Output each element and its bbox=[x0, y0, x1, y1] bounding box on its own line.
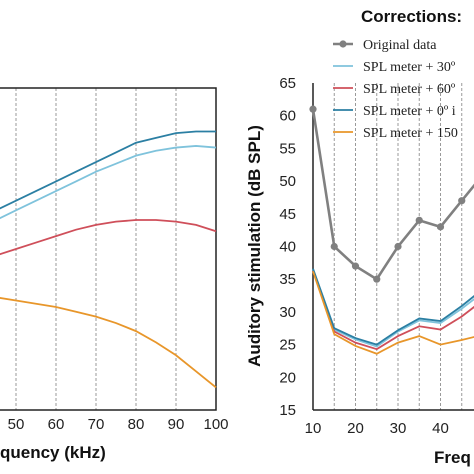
right-series-line bbox=[312, 269, 474, 348]
left-series-line bbox=[0, 297, 217, 389]
left-series-line bbox=[0, 145, 217, 220]
right-series-line bbox=[312, 270, 474, 351]
left-x-tick-label: 100 bbox=[203, 416, 228, 433]
right-y-tick-label: 15 bbox=[279, 402, 296, 419]
right-series-line bbox=[312, 268, 474, 346]
right-x-tick-label: 10 bbox=[305, 420, 322, 437]
right-data-point bbox=[309, 105, 317, 113]
right-data-point bbox=[458, 197, 466, 205]
left-x-axis-label: quency (kHz) bbox=[0, 443, 106, 462]
right-x-axis-label: Freq bbox=[434, 448, 471, 467]
right-y-tick-label: 50 bbox=[279, 173, 296, 190]
left-x-tick-label: 90 bbox=[168, 416, 185, 433]
left-chart: 405060708090100 quency (kHz) bbox=[0, 87, 229, 462]
left-x-tick-label: 60 bbox=[48, 416, 65, 433]
right-data-point bbox=[373, 275, 381, 283]
right-series-line bbox=[312, 271, 474, 355]
right-y-tick-label: 20 bbox=[279, 369, 296, 386]
left-series-line bbox=[0, 219, 217, 256]
legend-label: SPL meter + 30º bbox=[363, 60, 456, 75]
right-data-point bbox=[436, 223, 445, 231]
legend-label: Original data bbox=[363, 38, 437, 53]
legend-marker bbox=[339, 40, 347, 48]
left-x-tick-label: 80 bbox=[128, 416, 145, 433]
right-y-tick-label: 30 bbox=[279, 304, 296, 321]
right-y-tick-label: 40 bbox=[279, 239, 296, 256]
right-x-tick-label: 20 bbox=[347, 420, 364, 437]
right-y-axis-label: Auditory stimulation (dB SPL) bbox=[245, 125, 264, 367]
right-y-tick-label: 35 bbox=[279, 271, 296, 288]
legend-label: SPL meter + 60º bbox=[363, 82, 456, 97]
legend-label: SPL meter + 150 bbox=[363, 126, 458, 141]
right-y-tick-label: 45 bbox=[279, 206, 296, 223]
right-y-tick-label: 60 bbox=[279, 108, 296, 125]
right-data-point bbox=[351, 262, 360, 270]
legend: Corrections: Original data SPL meter + 30… bbox=[333, 7, 462, 141]
right-y-tick-label: 25 bbox=[279, 337, 296, 354]
right-data-point bbox=[415, 216, 423, 224]
right-chart: 15 20 25 30 35 40 45 50 55 60 65 10 20 30 40 Auditory… bbox=[245, 75, 474, 467]
left-series-line bbox=[0, 130, 216, 210]
right-x-tick-label: 30 bbox=[390, 420, 407, 437]
right-data-point bbox=[330, 242, 338, 251]
right-y-tick-label: 55 bbox=[279, 140, 296, 157]
right-y-tick-label: 65 bbox=[279, 75, 296, 92]
legend-title: Corrections: bbox=[361, 7, 462, 26]
left-x-tick-label: 50 bbox=[8, 416, 25, 433]
right-data-point bbox=[394, 242, 402, 251]
right-x-tick-label: 40 bbox=[432, 420, 449, 437]
left-plot-frame bbox=[0, 87, 217, 411]
legend-label: SPL meter + 0º i bbox=[363, 104, 456, 119]
left-x-tick-label: 70 bbox=[88, 416, 105, 433]
